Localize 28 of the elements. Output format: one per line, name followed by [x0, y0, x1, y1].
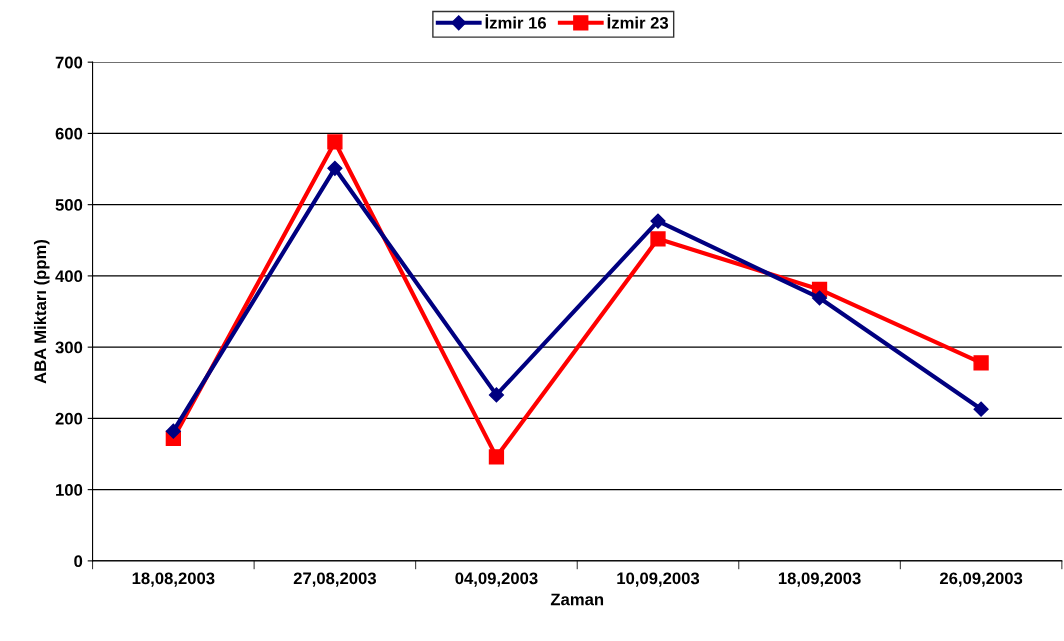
y-tick-label: 500 — [55, 199, 83, 211]
x-axis-title: Zaman — [550, 593, 604, 606]
point — [811, 290, 828, 306]
y-tick-label: 700 — [55, 56, 83, 69]
x-tick-label: 04,09,2003 — [455, 572, 538, 587]
point — [973, 401, 989, 417]
y-axis-title: ABA Miktarı (ppm) — [33, 239, 50, 384]
y-tick-label: 100 — [56, 484, 83, 496]
point — [973, 355, 989, 371]
legend-label: İzmir 23 — [607, 14, 669, 29]
y-tick-label: 600 — [55, 127, 83, 140]
point — [488, 449, 505, 465]
point — [327, 160, 343, 176]
x-tick-label: 18,08,2003 — [132, 572, 215, 587]
point — [650, 231, 666, 247]
y-tick-label: 0 — [74, 555, 83, 568]
point — [165, 423, 181, 439]
y-tick-label: 300 — [55, 341, 83, 354]
point — [488, 387, 505, 403]
y-tick-label: 400 — [55, 270, 83, 283]
x-tick-label: 10,09,2003 — [617, 572, 700, 587]
x-tick-label: 27,08,2003 — [293, 572, 376, 587]
x-tick-label: 26,09,2003 — [939, 572, 1023, 587]
y-tick-label: 200 — [55, 412, 83, 425]
x-tick-label: 18,09,2003 — [778, 572, 861, 587]
point — [327, 134, 343, 150]
point — [650, 213, 666, 229]
legend-label: İzmir 16 — [485, 14, 547, 29]
